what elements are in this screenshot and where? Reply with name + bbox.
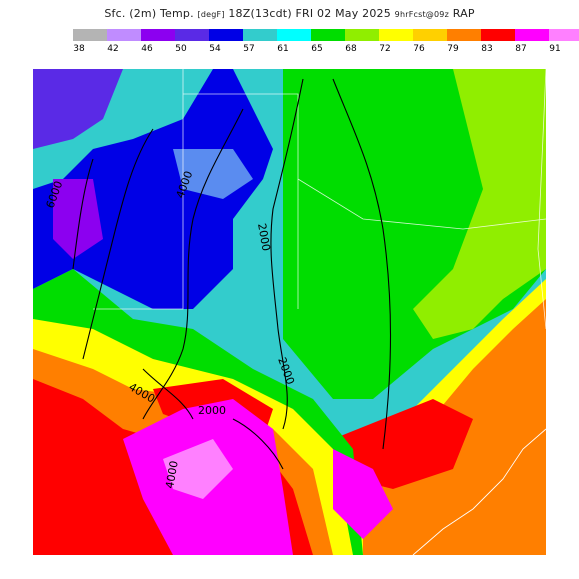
title-main: Sfc. (2m) Temp. xyxy=(104,7,194,20)
legend-tick-label: 76 xyxy=(413,44,425,54)
legend-swatch xyxy=(175,29,209,41)
field-purple-nw xyxy=(33,69,123,149)
title-units: [degF] xyxy=(197,10,225,19)
title-time: 18Z(13cdt) FRI 02 May 2025 xyxy=(228,7,391,20)
legend-tick-label: 91 xyxy=(549,44,561,54)
title-forecast: 9hrFcst@09z xyxy=(394,10,449,19)
contour-label: 4000 xyxy=(163,460,181,490)
map-canvas: 6000 4000 2000 2000 4000 2000 4000 xyxy=(33,69,546,555)
legend-tick-label: 42 xyxy=(107,44,119,54)
map-title: Sfc. (2m) Temp. [degF] 18Z(13cdt) FRI 02… xyxy=(0,7,579,20)
temperature-map: 6000 4000 2000 2000 4000 2000 4000 xyxy=(33,69,546,555)
legend-swatch xyxy=(447,29,481,41)
legend-tick-label: 57 xyxy=(243,44,255,54)
color-legend xyxy=(73,29,579,41)
legend-tick-label: 83 xyxy=(481,44,493,54)
field-violet xyxy=(53,179,103,259)
legend-tick-label: 46 xyxy=(141,44,153,54)
field-magenta-east xyxy=(333,449,393,539)
contour-label-group: 6000 4000 2000 2000 4000 2000 4000 xyxy=(44,169,297,489)
elevation-contours xyxy=(72,78,392,470)
legend-tick-label: 72 xyxy=(379,44,391,54)
field-pink xyxy=(163,439,233,499)
legend-swatch xyxy=(209,29,243,41)
legend-swatch xyxy=(345,29,379,41)
legend-swatch xyxy=(379,29,413,41)
contour-label: 2000 xyxy=(198,404,226,417)
legend-swatch xyxy=(243,29,277,41)
legend-swatch xyxy=(73,29,107,41)
legend-tick-label: 61 xyxy=(277,44,289,54)
legend-tick-label: 54 xyxy=(209,44,221,54)
title-model: RAP xyxy=(452,7,475,20)
legend-tick-label: 87 xyxy=(515,44,527,54)
legend-swatch xyxy=(515,29,549,41)
legend-swatch xyxy=(277,29,311,41)
legend-swatch xyxy=(549,29,579,41)
legend-swatch xyxy=(311,29,345,41)
legend-swatch xyxy=(107,29,141,41)
legend-swatch xyxy=(413,29,447,41)
contour-label: 2000 xyxy=(255,222,273,252)
legend-tick-label: 38 xyxy=(73,44,85,54)
coastline xyxy=(412,428,546,555)
legend-tick-label: 65 xyxy=(311,44,323,54)
legend-tick-label: 79 xyxy=(447,44,459,54)
legend-tick-label: 68 xyxy=(345,44,357,54)
legend-tick-label: 50 xyxy=(175,44,187,54)
state-borders xyxy=(93,69,546,330)
field-pale-blue xyxy=(173,149,253,199)
legend-swatch xyxy=(141,29,175,41)
field-lightgreen xyxy=(413,69,546,339)
legend-swatch xyxy=(481,29,515,41)
